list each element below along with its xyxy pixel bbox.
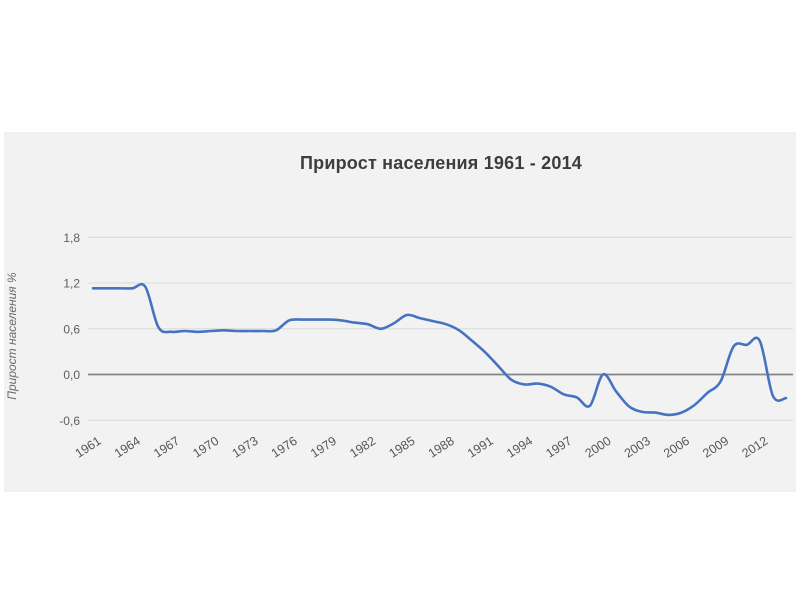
x-tick-label: 1997 <box>543 434 574 461</box>
x-tick-label: 2006 <box>661 434 692 461</box>
x-tick-label: 2009 <box>700 434 731 461</box>
x-tick-label: 1973 <box>230 434 261 461</box>
population-growth-line <box>91 282 788 417</box>
y-tick-label: 1,8 <box>63 231 80 245</box>
chart-title: Прирост населения 1961 - 2014 <box>299 153 582 173</box>
y-tick-label: -0,6 <box>59 414 80 428</box>
x-tick-label: 1982 <box>347 434 378 461</box>
chart-panel <box>4 132 796 492</box>
x-tick-label: 1985 <box>386 434 417 461</box>
x-tick-label: 1979 <box>308 434 339 461</box>
x-tick-label: 1991 <box>465 434 496 461</box>
x-tick-label: 2000 <box>583 434 614 461</box>
x-tick-label: 1967 <box>151 434 182 461</box>
x-tick-label: 2012 <box>740 434 771 461</box>
x-tick-label: 1964 <box>112 434 143 461</box>
y-tick-label: 1,2 <box>63 277 80 291</box>
x-tick-label: 1994 <box>504 434 535 461</box>
x-tick-label: 1976 <box>269 434 300 461</box>
x-tick-label: 1988 <box>426 434 457 461</box>
y-tick-label: 0,6 <box>63 322 80 336</box>
x-tick-label: 2003 <box>622 434 653 461</box>
x-tick-label: 1961 <box>73 434 104 461</box>
x-tick-label: 1970 <box>190 434 221 461</box>
y-tick-label: 0,0 <box>63 368 80 382</box>
